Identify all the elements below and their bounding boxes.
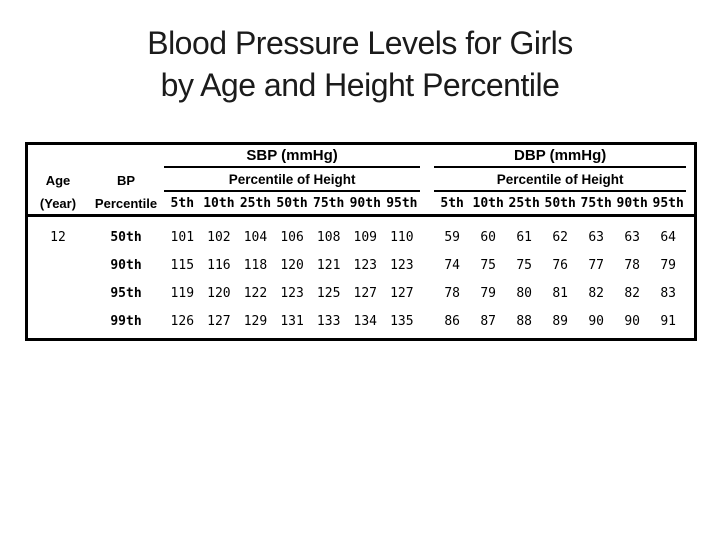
bp-header: BP [116, 172, 136, 188]
dbp-col-header-50th: 50th [544, 195, 576, 211]
sbp-col-header-95th: 95th [386, 195, 418, 211]
age-value [28, 279, 88, 307]
age-value [28, 251, 88, 279]
sbp-value: 119 [170, 285, 195, 301]
sbp-value: 110 [390, 229, 414, 245]
bp-subheader: Percentile [94, 195, 158, 211]
dbp-value: 63 [588, 229, 604, 245]
sbp-value: 131 [280, 313, 304, 329]
sbp-value: 101 [170, 229, 195, 245]
dbp-value: 63 [624, 229, 640, 245]
dbp-value: 79 [660, 257, 676, 273]
dbp-value: 90 [624, 313, 640, 329]
bp-table: SBP (mmHg) DBP (mmHg) Age BP Percentile … [25, 142, 697, 341]
bp-table-header: SBP (mmHg) DBP (mmHg) Age BP Percentile … [28, 145, 694, 217]
sbp-value: 134 [353, 313, 377, 329]
dbp-col-header-75th: 75th [580, 195, 612, 211]
dbp-value: 86 [444, 313, 460, 329]
bp-percentile-label: 95th [110, 285, 142, 301]
age-value: 12 [50, 229, 66, 245]
sbp-value: 135 [390, 313, 414, 329]
title-line-1: Blood Pressure Levels for Girls [147, 25, 573, 61]
sbp-value: 127 [390, 285, 414, 301]
bp-percentile-label: 50th [110, 229, 142, 245]
dbp-value: 87 [480, 313, 496, 329]
dbp-value: 76 [552, 257, 568, 273]
dbp-value: 80 [516, 285, 532, 301]
dbp-col-header-10th: 10th [472, 195, 504, 211]
sbp-value: 115 [170, 257, 195, 273]
dbp-value: 90 [588, 313, 604, 329]
dbp-section-header: DBP (mmHg) [434, 145, 687, 168]
sbp-value: 123 [390, 257, 414, 273]
sbp-section-header: SBP (mmHg) [164, 145, 421, 168]
dbp-percentile-of-height-header: Percentile of Height [434, 168, 687, 192]
bp-percentile-label: 90th [110, 257, 142, 273]
sbp-value: 109 [353, 229, 377, 245]
dbp-col-header-25th: 25th [508, 195, 540, 211]
age-value [28, 307, 88, 335]
dbp-value: 75 [516, 257, 532, 273]
sbp-value: 120 [207, 285, 231, 301]
sbp-value: 123 [353, 257, 377, 273]
sbp-value: 108 [316, 229, 341, 245]
sbp-col-header-5th: 5th [170, 195, 195, 211]
sbp-value: 116 [207, 257, 231, 273]
dbp-value: 75 [480, 257, 496, 273]
sbp-value: 133 [316, 313, 341, 329]
sbp-value: 129 [243, 313, 268, 329]
slide-title: Blood Pressure Levels for Girls by Age a… [0, 22, 720, 106]
sbp-value: 106 [280, 229, 304, 245]
sbp-value: 127 [207, 313, 231, 329]
sbp-value: 118 [243, 257, 268, 273]
dbp-value: 77 [588, 257, 604, 273]
dbp-value: 74 [444, 257, 460, 273]
sbp-value: 123 [280, 285, 304, 301]
dbp-value: 60 [480, 229, 496, 245]
age-header: Age [45, 172, 71, 188]
sbp-percentile-of-height-header: Percentile of Height [164, 168, 421, 192]
bp-table-body: 12 50th 101 102 104 106 108 109 110 59 6… [28, 217, 694, 335]
dbp-value: 83 [660, 285, 676, 301]
sbp-value: 122 [243, 285, 268, 301]
dbp-value: 89 [552, 313, 568, 329]
dbp-value: 62 [552, 229, 568, 245]
sbp-col-header-10th: 10th [203, 195, 235, 211]
dbp-value: 59 [444, 229, 460, 245]
title-line-2: by Age and Height Percentile [160, 67, 560, 103]
dbp-value: 61 [516, 229, 532, 245]
dbp-value: 82 [588, 285, 604, 301]
bp-percentile-label: 99th [110, 313, 142, 329]
dbp-value: 78 [624, 257, 640, 273]
dbp-value: 82 [624, 285, 640, 301]
sbp-col-header-50th: 50th [276, 195, 308, 211]
dbp-value: 91 [660, 313, 676, 329]
dbp-value: 64 [660, 229, 676, 245]
sbp-col-header-75th: 75th [313, 195, 345, 211]
dbp-value: 79 [480, 285, 496, 301]
sbp-value: 127 [353, 285, 377, 301]
sbp-value: 126 [170, 313, 195, 329]
sbp-value: 121 [316, 257, 341, 273]
sbp-value: 104 [243, 229, 268, 245]
dbp-col-header-95th: 95th [652, 195, 684, 211]
dbp-col-header-90th: 90th [616, 195, 648, 211]
sbp-value: 120 [280, 257, 304, 273]
sbp-col-header-90th: 90th [349, 195, 381, 211]
dbp-col-header-5th: 5th [440, 195, 464, 211]
dbp-value: 81 [552, 285, 568, 301]
dbp-value: 78 [444, 285, 460, 301]
sbp-value: 125 [316, 285, 341, 301]
dbp-value: 88 [516, 313, 532, 329]
sbp-value: 102 [207, 229, 231, 245]
sbp-col-header-25th: 25th [239, 195, 272, 211]
age-subheader: (Year) [39, 195, 77, 211]
